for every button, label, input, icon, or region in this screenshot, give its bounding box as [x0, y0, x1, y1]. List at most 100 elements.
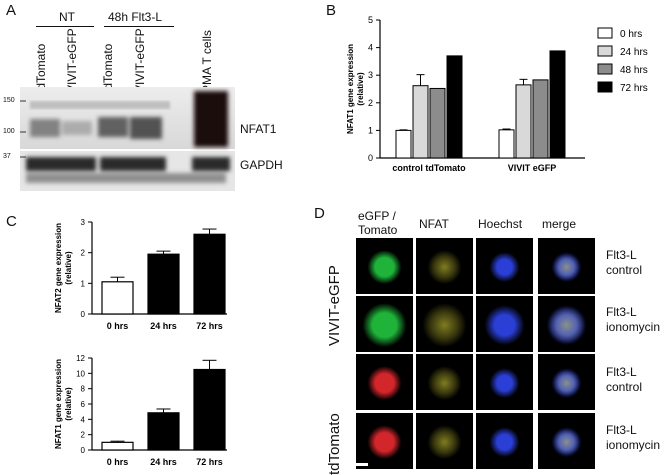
b-bar-1-0	[412, 85, 429, 159]
b-legend-swatch-3	[597, 81, 613, 93]
b-legend-label-0: 0 hrs	[620, 29, 642, 40]
b-legend-label-2: 48 hrs	[620, 65, 648, 76]
lane-label-5: PMA T cells	[200, 30, 214, 93]
c1-ytick-label: 1	[81, 279, 86, 288]
col-header-merge: merge	[542, 217, 577, 231]
mw-marker-100: 100	[3, 128, 15, 135]
lane-label-1: tdTomato	[34, 43, 48, 93]
c1-bar-0	[101, 281, 134, 315]
group-label-tdtomato: tdTomato	[326, 413, 343, 475]
group-underline-nt	[36, 26, 94, 27]
c1-bar-1	[147, 253, 180, 315]
micrograph-r4-merge	[538, 413, 595, 469]
mw-marker-150: 150	[3, 97, 15, 104]
b-legend-swatch-2	[597, 63, 613, 75]
b-ytick-label: 4	[368, 43, 373, 53]
c2-ytick-label: 8	[81, 385, 86, 394]
b-bar-3-1	[549, 50, 566, 159]
panel-d-letter: D	[314, 205, 325, 222]
gapdh-band-lane-1	[26, 157, 96, 171]
b-ytick-label: 1	[368, 125, 373, 135]
micrograph-r2-hoechst	[476, 296, 533, 352]
b-category-label: control tdTomato	[392, 163, 466, 173]
row-label-1: Flt3-L control	[606, 248, 643, 277]
panel-b-letter: B	[326, 2, 337, 19]
micrograph-r1-hoechst	[476, 238, 533, 294]
c2-ytick-label: 4	[81, 415, 86, 424]
micrograph-r4-hoechst	[476, 413, 533, 469]
micrograph-r3-merge	[538, 354, 595, 410]
nfat1-band-lane-1	[30, 119, 60, 137]
b-bar-2-1	[532, 79, 549, 159]
western-blot-image	[20, 87, 235, 191]
mw-marker-37: 37	[3, 153, 11, 160]
gapdh-band-lane-5	[192, 157, 230, 171]
b-bar-0-1	[498, 129, 515, 159]
micrograph-r1-merge	[538, 238, 595, 294]
blot-smear	[30, 101, 170, 109]
c2-ytick-label: 12	[76, 354, 85, 363]
micrograph-r3-nfat	[416, 354, 473, 410]
c2-category-label-2: 72 hrs	[196, 457, 223, 467]
chart-c-top: 0 1 2 3 NFAT2 gene expression(relative) 0 hrs…	[54, 218, 227, 331]
c2-ytick-label: 0	[81, 446, 86, 455]
panel-a-letter: A	[6, 2, 17, 19]
c1-category-label-0: 0 hrs	[107, 321, 129, 331]
c1-ylabel: NFAT2 gene expression(relative)	[54, 223, 73, 313]
b-ylabel: NFAT1 gene expression(relative)	[346, 44, 365, 134]
c2-bar-2	[193, 368, 226, 451]
nfat1-band-lane-2	[62, 121, 92, 135]
col-header-nfat: NFAT	[419, 217, 449, 231]
b-legend-swatch-0	[597, 27, 613, 39]
row-label-3: Flt3-L control	[606, 365, 643, 394]
micrograph-r2-nfat	[416, 296, 473, 352]
scale-bar	[356, 463, 368, 466]
gapdh-band-lane-3	[100, 157, 166, 171]
nfat1-band-lane-4	[130, 117, 162, 139]
b-ytick-label: 5	[368, 15, 373, 25]
c1-category-label-2: 72 hrs	[196, 321, 223, 331]
b-bar-0-0	[395, 129, 412, 159]
b-legend-label-1: 24 hrs	[620, 47, 648, 58]
b-legend-label-3: 72 hrs	[620, 83, 648, 94]
lane-label-2: VIVIT-eGFP	[65, 28, 79, 93]
group-label-flt3: 48h Flt3-L	[108, 10, 163, 24]
group-label-vivit-egfp: VIVIT-eGFP	[326, 265, 343, 346]
c2-bar-0	[101, 441, 134, 451]
c2-bar-1	[147, 412, 180, 451]
micrograph-r2-merge	[538, 296, 595, 352]
c2-category-label-1: 24 hrs	[150, 457, 177, 467]
c2-ylabel: NFAT1 gene expression(relative)	[54, 359, 73, 449]
lane-label-4: VIVIT-eGFP	[133, 28, 147, 93]
panel-c-letter: C	[6, 213, 17, 230]
b-legend-swatch-1	[597, 45, 613, 57]
micrograph-r4-egfp-tomato	[356, 413, 413, 469]
group-label-nt: NT	[59, 10, 75, 24]
c1-ytick-label: 3	[81, 218, 86, 227]
group-underline-flt3	[104, 26, 174, 27]
c2-ytick-label: 10	[76, 369, 85, 378]
c2-category-label-0: 0 hrs	[107, 457, 129, 467]
nfat1-band-lane-5	[194, 91, 228, 147]
b-ytick-label: 0	[368, 153, 373, 163]
c2-ytick-label: 2	[81, 431, 86, 440]
b-bar-3-0	[446, 55, 463, 159]
band-label-nfat1: NFAT1	[240, 122, 277, 136]
b-bar-1-1	[515, 84, 532, 159]
col-header-egfp-tomato: eGFP / Tomato	[358, 209, 398, 237]
micrograph-r3-hoechst	[476, 354, 533, 410]
c1-bar-2	[193, 233, 226, 315]
b-ytick-label: 2	[368, 98, 373, 108]
nfat1-band-lane-3	[98, 117, 128, 137]
b-bar-2-0	[429, 87, 446, 159]
b-category-label: VIVIT eGFP	[508, 163, 557, 173]
gapdh-lower-smear	[26, 173, 226, 183]
c1-ytick-label: 2	[81, 249, 86, 258]
col-header-hoechst: Hoechst	[478, 217, 523, 231]
row-label-4: Flt3-L ionomycin	[606, 423, 661, 452]
micrograph-r1-nfat	[416, 238, 473, 294]
lane-label-3: tdTomato	[101, 43, 115, 93]
c1-ytick-label: 0	[81, 310, 86, 319]
c2-ytick-label: 6	[81, 400, 86, 409]
micrograph-r2-egfp-tomato	[356, 296, 413, 352]
